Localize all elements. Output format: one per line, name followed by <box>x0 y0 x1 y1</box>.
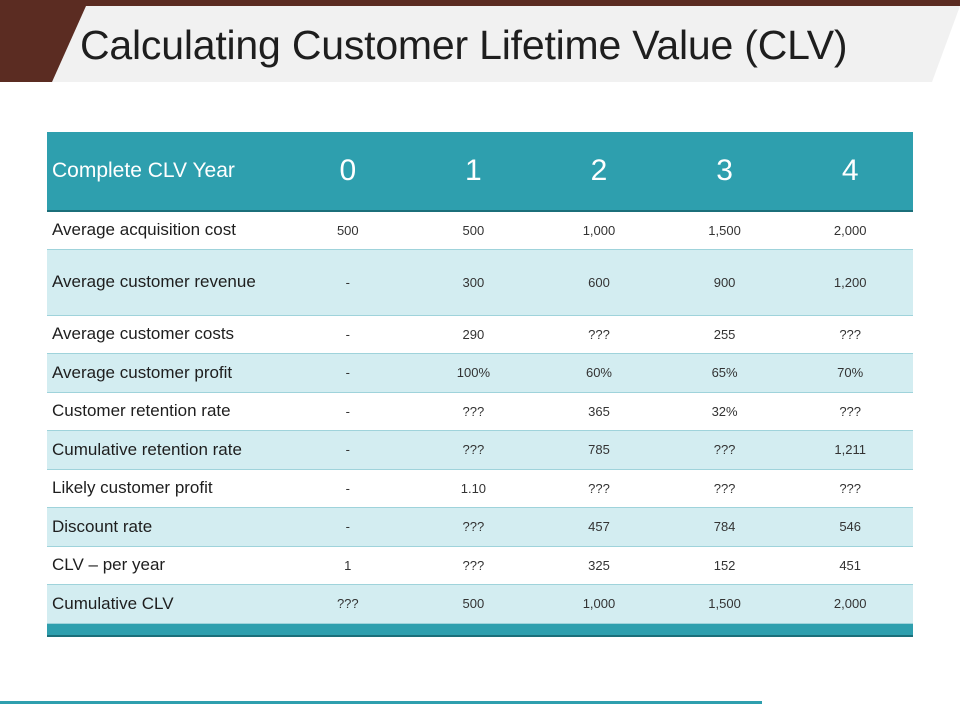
table-cell: 500 <box>285 211 411 250</box>
table-cell: - <box>285 430 411 470</box>
table-cell: 255 <box>661 315 788 354</box>
table-cell: - <box>285 469 411 508</box>
table-cell: 32% <box>661 392 788 431</box>
table-row: Average customer revenue - 300 600 900 1… <box>47 249 913 316</box>
table-row: CLV – per year 1 ??? 325 152 451 <box>47 546 913 585</box>
table-cell: ??? <box>285 584 411 624</box>
header-label: Complete CLV Year <box>47 132 285 212</box>
table-cell: ??? <box>787 392 913 431</box>
table-cell: 2,000 <box>787 584 913 624</box>
table-cell: 290 <box>410 315 537 354</box>
table-cell: 1.10 <box>410 469 537 508</box>
table-cell: 60% <box>536 353 662 393</box>
table-cell: 600 <box>536 249 662 316</box>
table-cell: 451 <box>787 546 913 585</box>
table-cell: 900 <box>661 249 788 316</box>
table-cell: ??? <box>787 315 913 354</box>
table-cell: ??? <box>410 546 537 585</box>
table-cell: 1,000 <box>536 584 662 624</box>
table-cell: - <box>285 353 411 393</box>
table-cell: 365 <box>536 392 662 431</box>
bottom-accent-line <box>0 701 762 704</box>
clv-table: Complete CLV Year 0 1 2 3 4 Average acqu… <box>47 132 913 624</box>
table-cell: - <box>285 315 411 354</box>
row-label: Average acquisition cost <box>47 211 285 250</box>
table-cell: ??? <box>536 315 662 354</box>
row-label: Customer retention rate <box>47 392 285 431</box>
table-cell: 152 <box>661 546 788 585</box>
row-label: Discount rate <box>47 507 285 547</box>
table-cell: 65% <box>661 353 788 393</box>
table-cell: 500 <box>410 211 537 250</box>
header-year: 4 <box>787 132 913 212</box>
row-label: Cumulative CLV <box>47 584 285 624</box>
table-footer-bar <box>47 623 913 637</box>
table-row: Likely customer profit - 1.10 ??? ??? ??… <box>47 469 913 508</box>
table-cell: 1,211 <box>787 430 913 470</box>
row-label: Average customer revenue <box>47 249 285 316</box>
table-cell: 784 <box>661 507 788 547</box>
table-cell: 300 <box>410 249 537 316</box>
table-row: Customer retention rate - ??? 365 32% ??… <box>47 392 913 431</box>
table-header-row: Complete CLV Year 0 1 2 3 4 <box>47 132 913 212</box>
table-cell: - <box>285 507 411 547</box>
table-row: Average customer profit - 100% 60% 65% 7… <box>47 353 913 393</box>
table-row: Cumulative retention rate - ??? 785 ??? … <box>47 430 913 470</box>
table-cell: 70% <box>787 353 913 393</box>
table-row: Discount rate - ??? 457 784 546 <box>47 507 913 547</box>
table-cell: 1,500 <box>661 211 788 250</box>
table-row: Average customer costs - 290 ??? 255 ??? <box>47 315 913 354</box>
header-year: 3 <box>661 132 788 212</box>
row-label: Average customer costs <box>47 315 285 354</box>
clv-table-container: Complete CLV Year 0 1 2 3 4 Average acqu… <box>47 132 913 637</box>
table-cell: ??? <box>410 430 537 470</box>
table-cell: ??? <box>661 430 788 470</box>
top-accent-bar <box>0 0 960 6</box>
table-cell: 100% <box>410 353 537 393</box>
table-cell: - <box>285 249 411 316</box>
table-cell: 325 <box>536 546 662 585</box>
table-row: Cumulative CLV ??? 500 1,000 1,500 2,000 <box>47 584 913 624</box>
table-cell: ??? <box>536 469 662 508</box>
table-row: Average acquisition cost 500 500 1,000 1… <box>47 211 913 250</box>
table-cell: 1,500 <box>661 584 788 624</box>
header-year: 2 <box>536 132 662 212</box>
row-label: CLV – per year <box>47 546 285 585</box>
table-cell: 546 <box>787 507 913 547</box>
table-cell: 1 <box>285 546 411 585</box>
table-cell: ??? <box>787 469 913 508</box>
header-year: 1 <box>410 132 537 212</box>
table-cell: 2,000 <box>787 211 913 250</box>
table-cell: 785 <box>536 430 662 470</box>
row-label: Cumulative retention rate <box>47 430 285 470</box>
table-cell: ??? <box>410 392 537 431</box>
table-cell: 457 <box>536 507 662 547</box>
header-year: 0 <box>285 132 411 212</box>
table-cell: 1,200 <box>787 249 913 316</box>
table-cell: 500 <box>410 584 537 624</box>
table-cell: - <box>285 392 411 431</box>
table-cell: ??? <box>410 507 537 547</box>
table-cell: ??? <box>661 469 788 508</box>
row-label: Average customer profit <box>47 353 285 393</box>
table-cell: 1,000 <box>536 211 662 250</box>
row-label: Likely customer profit <box>47 469 285 508</box>
title-band <box>52 6 960 82</box>
page-title: Calculating Customer Lifetime Value (CLV… <box>80 22 848 68</box>
